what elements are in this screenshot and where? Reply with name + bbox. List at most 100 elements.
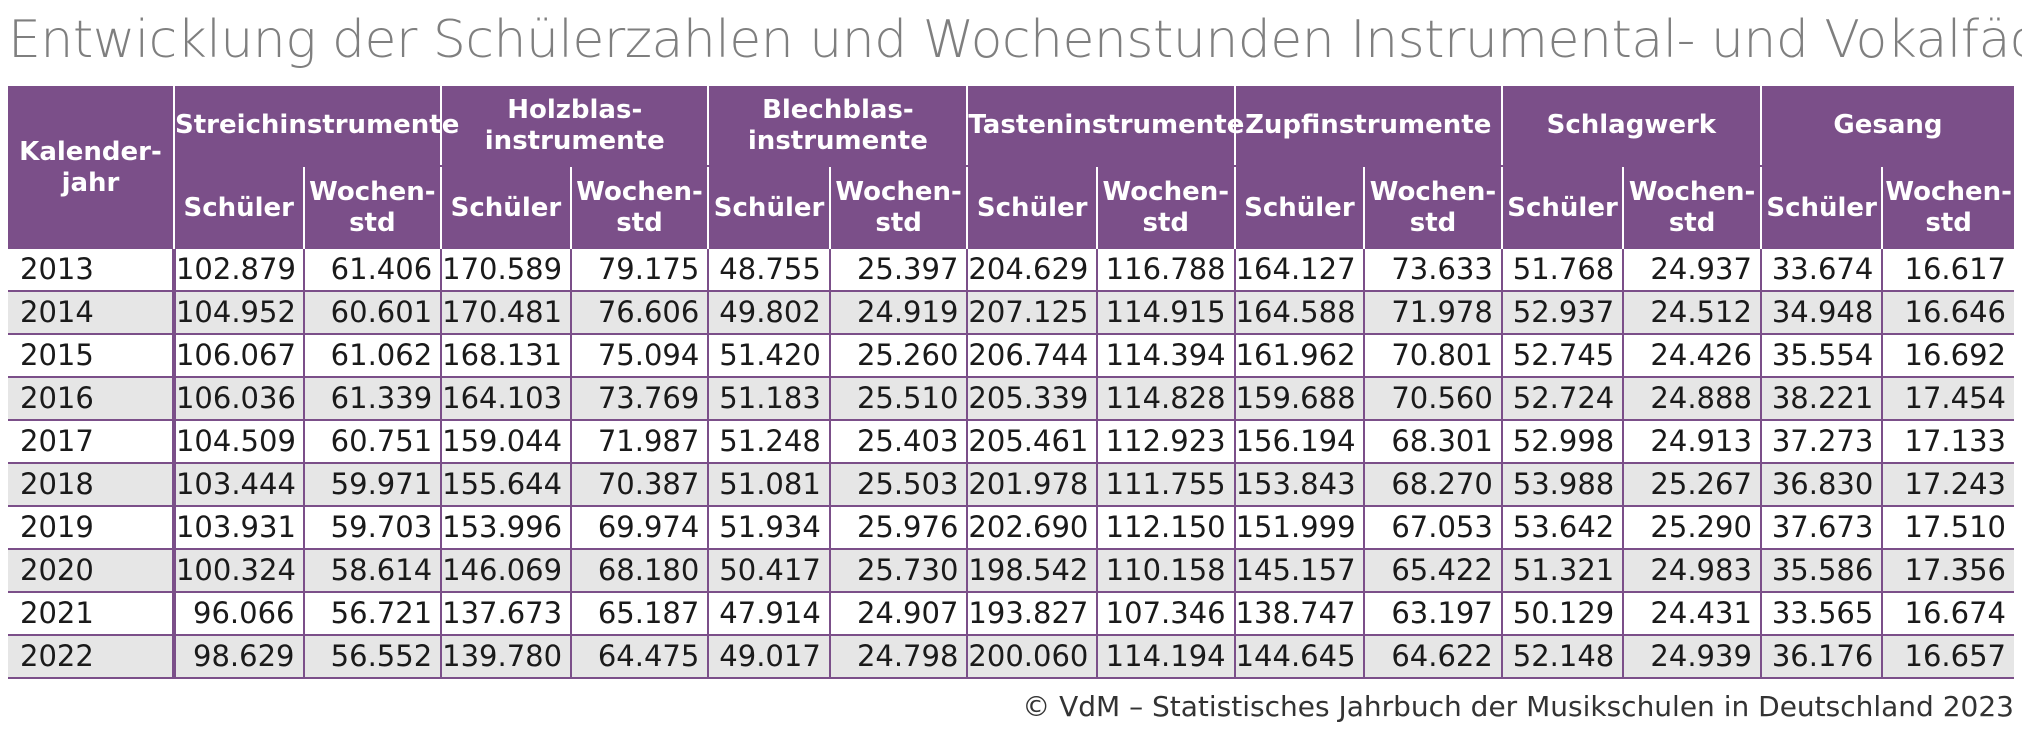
hours-cell: 69.974	[569, 506, 709, 550]
students-cell: 170.589	[440, 249, 571, 292]
hours-cell: 16.617	[1881, 249, 2014, 292]
students-cell: 155.644	[440, 463, 571, 507]
students-cell: 33.674	[1759, 249, 1883, 292]
hours-cell: 70.560	[1363, 377, 1502, 421]
hours-cell: 61.062	[302, 334, 442, 378]
students-cell: 51.183	[707, 377, 830, 421]
hours-cell: 64.622	[1363, 635, 1502, 679]
hours-cell: 17.454	[1881, 377, 2014, 421]
students-cell: 50.417	[707, 549, 830, 593]
hours-cell: 61.406	[302, 249, 442, 292]
students-cell: 52.998	[1500, 420, 1624, 464]
hours-cell: 24.798	[828, 635, 968, 679]
hours-cell: 59.703	[302, 506, 442, 550]
year-cell: 2018	[8, 463, 176, 507]
table-header: Kalender- jahr Streichinstrumente Holzbla…	[8, 86, 2014, 249]
students-cell: 164.588	[1233, 291, 1365, 335]
table-row: 2018 103.444 59.971 155.644 70.387 51.081 25.5…	[8, 463, 2014, 507]
hours-cell: 16.657	[1881, 635, 2014, 679]
table-row: 2013 102.879 61.406 170.589 79.175 48.755 25.3…	[8, 249, 2014, 292]
subheader-label: Schüler	[976, 192, 1088, 223]
year-cell: 2021	[8, 592, 176, 636]
students-subheader: Schüler	[1759, 166, 1883, 249]
students-cell: 193.827	[966, 592, 1097, 636]
year-column-header: Kalender- jahr	[8, 86, 175, 249]
students-cell: 144.645	[1233, 635, 1365, 679]
students-cell: 159.044	[440, 420, 571, 464]
hours-cell: 64.475	[569, 635, 709, 679]
hours-cell: 114.828	[1095, 377, 1235, 421]
hours-cell: 75.094	[569, 334, 709, 378]
hours-cell: 25.260	[828, 334, 968, 378]
year-cell: 2016	[8, 377, 176, 421]
hours-cell: 112.923	[1095, 420, 1235, 464]
students-cell: 51.081	[707, 463, 830, 507]
group-header: Blechblas- instrumente	[707, 86, 968, 167]
students-cell: 52.724	[1500, 377, 1624, 421]
group-header-label: Tasteninstrumente	[968, 110, 1245, 140]
students-cell: 52.937	[1500, 291, 1624, 335]
hours-cell: 70.387	[569, 463, 709, 507]
hours-cell: 112.150	[1095, 506, 1235, 550]
students-subheader: Schüler	[440, 166, 571, 249]
hours-cell: 25.267	[1622, 463, 1761, 507]
students-cell: 145.157	[1233, 549, 1365, 593]
hours-cell: 25.503	[828, 463, 968, 507]
students-cell: 164.127	[1233, 249, 1365, 292]
table-row: 2020 100.324 58.614 146.069 68.180 50.417 25.7…	[8, 549, 2014, 593]
students-cell: 200.060	[966, 635, 1097, 679]
hours-cell: 107.346	[1095, 592, 1235, 636]
table-row: 2015 106.067 61.062 168.131 75.094 51.420 25.2…	[8, 334, 2014, 378]
students-cell: 139.780	[440, 635, 571, 679]
hours-cell: 65.422	[1363, 549, 1502, 593]
hours-subheader: Wochen- std	[302, 166, 442, 249]
subheader-label: Schüler	[713, 192, 825, 223]
group-header-label: Zupfinstrumente	[1245, 110, 1492, 140]
hours-cell: 24.431	[1622, 592, 1761, 636]
students-cell: 98.629	[172, 635, 304, 679]
students-cell: 204.629	[966, 249, 1097, 292]
students-cell: 50.129	[1500, 592, 1624, 636]
students-cell: 159.688	[1233, 377, 1365, 421]
students-cell: 198.542	[966, 549, 1097, 593]
hours-cell: 60.751	[302, 420, 442, 464]
group-header-label: Gesang	[1833, 110, 1943, 140]
students-subheader: Schüler	[707, 166, 830, 249]
students-cell: 205.339	[966, 377, 1097, 421]
students-cell: 202.690	[966, 506, 1097, 550]
students-subheader: Schüler	[172, 166, 304, 249]
students-cell: 36.830	[1759, 463, 1883, 507]
students-cell: 33.565	[1759, 592, 1883, 636]
hours-cell: 25.403	[828, 420, 968, 464]
hours-cell: 24.888	[1622, 377, 1761, 421]
students-cell: 36.176	[1759, 635, 1883, 679]
hours-cell: 17.133	[1881, 420, 2014, 464]
group-header: Zupfinstrumente	[1233, 86, 1502, 167]
subheader-label: Wochen- std	[835, 177, 962, 238]
hours-cell: 73.769	[569, 377, 709, 421]
subheader-label: Wochen- std	[309, 177, 436, 238]
students-cell: 51.248	[707, 420, 830, 464]
hours-cell: 67.053	[1363, 506, 1502, 550]
hours-cell: 25.290	[1622, 506, 1761, 550]
table-row: 2022 98.629 56.552 139.780 64.475 49.017 24.79…	[8, 635, 2014, 679]
hours-cell: 17.243	[1881, 463, 2014, 507]
students-cell: 52.148	[1500, 635, 1624, 679]
hours-cell: 68.301	[1363, 420, 1502, 464]
table-row: 2017 104.509 60.751 159.044 71.987 51.248 25.4…	[8, 420, 2014, 464]
students-cell: 38.221	[1759, 377, 1883, 421]
subheader-label: Schüler	[183, 192, 294, 223]
hours-cell: 63.197	[1363, 592, 1502, 636]
table-row: 2014 104.952 60.601 170.481 76.606 49.802 24.9…	[8, 291, 2014, 335]
students-cell: 51.934	[707, 506, 830, 550]
hours-cell: 24.937	[1622, 249, 1761, 292]
hours-cell: 114.394	[1095, 334, 1235, 378]
students-cell: 49.802	[707, 291, 830, 335]
students-cell: 170.481	[440, 291, 571, 335]
year-cell: 2022	[8, 635, 176, 679]
subheader-label: Wochen- std	[1885, 177, 2012, 238]
year-cell: 2014	[8, 291, 176, 335]
group-header-label: Holzblas- instrumente	[484, 94, 665, 156]
hours-cell: 24.983	[1622, 549, 1761, 593]
group-header: Streichinstrumente	[172, 86, 459, 167]
